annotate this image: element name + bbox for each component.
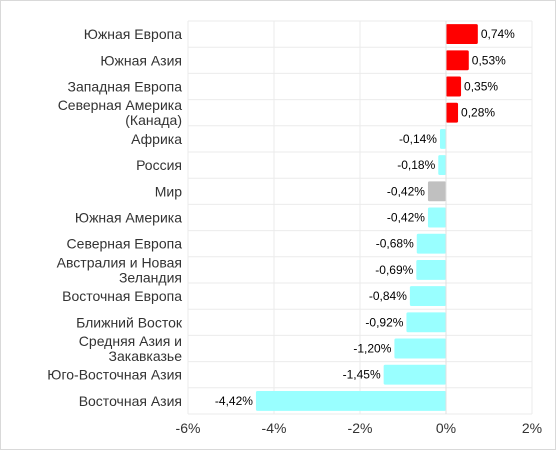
bar[interactable] [427,181,446,202]
axis-layer: -6% -4% -2% 0% 2% [176,21,542,436]
x-tick-label: -4% [262,420,287,436]
bar[interactable] [439,128,446,149]
bar-value-label: -0,69% [375,263,413,277]
category-label-line: Восточная Азия [79,393,182,409]
bar[interactable] [446,50,469,71]
bar-value-label: -0,84% [369,289,407,303]
bar[interactable] [383,364,446,385]
category-label: Южная Америка [75,210,182,226]
bar[interactable] [438,155,446,176]
bar-value-label: -0,18% [397,158,435,172]
category-label: Ближний Восток [76,314,183,330]
label-layer: 0,74% Южная Европа 0,53% Южная Азия 0,35% Зап… [47,26,515,409]
bar[interactable] [416,233,446,254]
bar-value-label: -1,20% [353,342,391,356]
category-label-line: (Канада) [125,112,182,128]
category-label-line: Южная Азия [100,52,182,68]
bar[interactable] [427,207,446,228]
bar-layer [255,24,478,411]
category-label-line: Зеландия [119,269,182,285]
bar-value-label: -1,45% [343,368,381,382]
category-label: Восточная Европа [62,288,182,304]
bar-value-label: 0,35% [464,80,498,94]
category-label: Мир [155,183,182,199]
category-label-line: Средняя Азия и [79,333,182,349]
category-label-line: Закавказье [109,348,183,364]
bar[interactable] [409,286,446,307]
category-label: Северная Европа [67,236,183,252]
bar[interactable] [446,24,478,45]
bar-value-label: -0,42% [387,184,425,198]
bar[interactable] [416,259,446,280]
category-label: Северная Америка (Канада) [58,97,183,128]
bar-value-label: 0,74% [481,27,515,41]
bar-value-label: 0,53% [472,53,506,67]
bar-value-label: -4,42% [215,394,253,408]
bar[interactable] [446,76,462,97]
category-label: Восточная Азия [79,393,182,409]
x-tick-label: 0% [436,420,456,436]
category-label: Южная Европа [84,26,182,42]
category-label-line: Австралия и Новая [57,254,182,270]
category-label-line: Северная Америка [58,97,183,113]
category-label-line: Россия [136,157,182,173]
bar-value-label: -0,42% [387,211,425,225]
category-label-line: Южная Америка [75,210,182,226]
bar-value-label: -0,68% [376,237,414,251]
category-label-line: Африка [131,131,182,147]
category-label: Россия [136,157,182,173]
category-label: Юго-Восточная Азия [47,367,182,383]
category-label-line: Ближний Восток [76,314,183,330]
category-label-line: Юго-Восточная Азия [47,367,182,383]
bar-value-label: -0,14% [399,132,437,146]
category-label-line: Южная Европа [84,26,182,42]
x-tick-label: -2% [348,420,373,436]
category-label-line: Западная Европа [68,79,183,95]
grid-layer [187,20,533,415]
bar[interactable] [394,338,446,359]
category-label: Южная Азия [100,52,182,68]
bar[interactable] [255,390,446,411]
x-tick-label: -6% [176,420,201,436]
category-label: Западная Европа [68,79,183,95]
category-label-line: Мир [155,183,182,199]
x-tick-label: 2% [522,420,542,436]
bar[interactable] [446,102,459,123]
category-label: Средняя Азия и Закавказье [79,333,182,364]
bar-value-label: -0,92% [365,315,403,329]
category-label-line: Восточная Европа [62,288,182,304]
category-label-line: Северная Европа [67,236,183,252]
bar[interactable] [406,312,446,333]
category-label: Австралия и Новая Зеландия [57,254,182,285]
bar-value-label: 0,28% [461,106,495,120]
category-label: Африка [131,131,182,147]
